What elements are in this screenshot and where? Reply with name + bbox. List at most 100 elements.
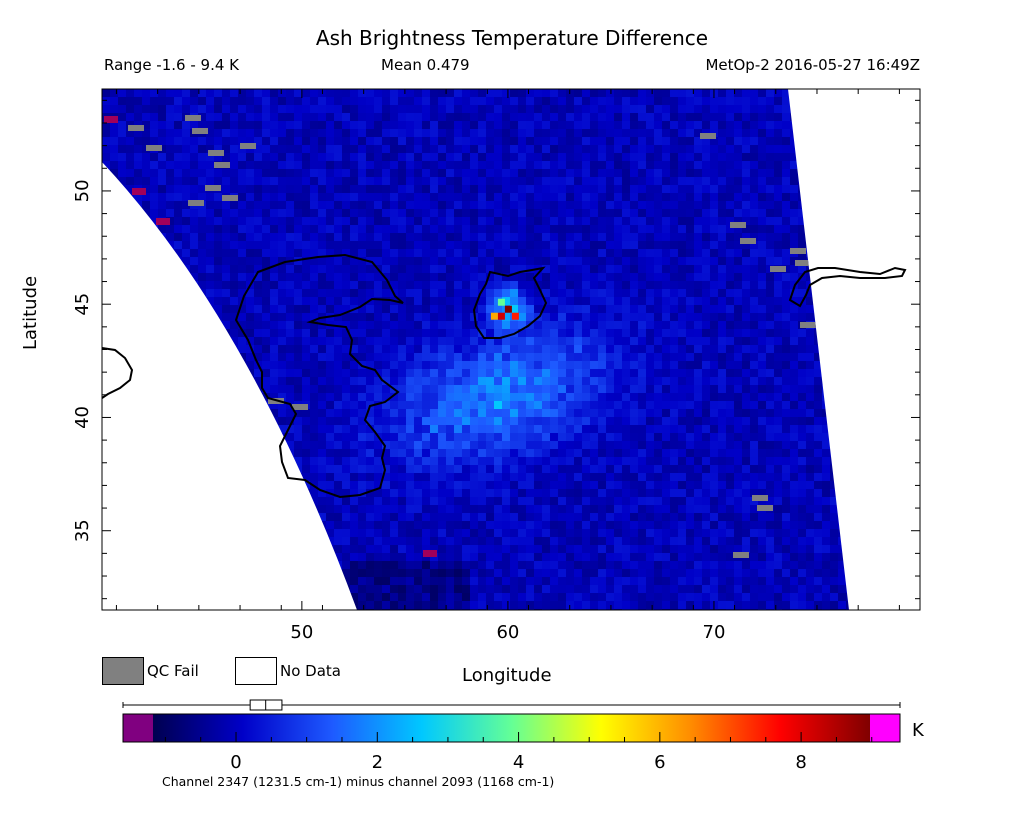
- heat-cell: [302, 201, 310, 209]
- heat-cell: [134, 161, 142, 169]
- heat-cell: [270, 305, 278, 313]
- heat-cell: [334, 105, 342, 113]
- heat-cell: [358, 321, 366, 329]
- heat-cell: [518, 169, 526, 177]
- heat-cell: [846, 385, 849, 393]
- heat-cell: [294, 217, 302, 225]
- heat-cell: [574, 209, 582, 217]
- heat-cell: [342, 177, 350, 185]
- heat-cell: [862, 289, 870, 297]
- heat-cell: [622, 193, 630, 201]
- heat-cell: [422, 425, 430, 433]
- heat-cell: [678, 417, 686, 425]
- heat-cell: [422, 377, 430, 385]
- heat-cell: [878, 193, 886, 201]
- heat-cell: [102, 145, 110, 153]
- heat-cell: [254, 177, 262, 185]
- heat-cell: [518, 145, 526, 153]
- heat-cell: [590, 161, 598, 169]
- heat-cell: [518, 329, 526, 337]
- heat-cell: [342, 457, 350, 465]
- heat-cell: [494, 273, 502, 281]
- heat-cell: [590, 169, 598, 177]
- heat-cell: [702, 145, 710, 153]
- heat-cell: [742, 201, 750, 209]
- heat-cell: [614, 361, 622, 369]
- heat-cell: [678, 313, 686, 321]
- heat-cell: [374, 393, 382, 401]
- heat-cell: [206, 193, 214, 201]
- heat-cell: [614, 169, 622, 177]
- heat-cell: [502, 185, 510, 193]
- heat-cell: [558, 289, 566, 297]
- heat-cell: [422, 217, 430, 225]
- heat-cell: [686, 241, 694, 249]
- heat-cell: [126, 425, 134, 433]
- heat-cell: [806, 137, 814, 145]
- heat-cell: [646, 313, 654, 321]
- heat-cell: [614, 273, 622, 281]
- heat-cell: [302, 233, 310, 241]
- heat-cell: [726, 345, 734, 353]
- heat-cell: [502, 121, 510, 129]
- heat-cell: [406, 129, 414, 137]
- heat-cell: [462, 209, 470, 217]
- heat-cell: [198, 401, 206, 409]
- heat-cell: [870, 297, 878, 305]
- heat-cell: [894, 305, 902, 313]
- heat-cell: [798, 289, 806, 297]
- heat-cell: [558, 121, 566, 129]
- heat-cell: [382, 105, 390, 113]
- heat-cell: [550, 169, 558, 177]
- heat-cell: [670, 169, 678, 177]
- heat-cell: [334, 281, 342, 289]
- heat-cell: [838, 161, 846, 169]
- heat-cell: [638, 393, 646, 401]
- heat-cell: [230, 121, 238, 129]
- heat-cell: [702, 97, 710, 105]
- heat-cell: [414, 169, 422, 177]
- heat-cell: [294, 385, 302, 393]
- heat-cell: [214, 145, 222, 153]
- heat-cell: [254, 457, 262, 465]
- heat-cell: [774, 369, 782, 377]
- heat-cell: [270, 361, 278, 369]
- heat-cell: [478, 249, 486, 257]
- heat-cell: [462, 353, 470, 361]
- heat-cell: [190, 353, 198, 361]
- heat-cell: [878, 361, 886, 369]
- heat-cell: [510, 433, 518, 441]
- heat-cell: [254, 385, 262, 393]
- heat-cell: [574, 153, 582, 161]
- heat-cell: [694, 193, 702, 201]
- heat-cell: [814, 113, 822, 121]
- heat-cell: [638, 465, 646, 473]
- heat-cell: [878, 377, 886, 385]
- heat-cell: [630, 225, 638, 233]
- heat-cell: [510, 401, 518, 409]
- heat-cell: [302, 153, 310, 161]
- heat-cell: [286, 225, 294, 233]
- heat-cell: [342, 433, 350, 441]
- heat-cell: [150, 233, 158, 241]
- heat-cell: [550, 449, 558, 457]
- heat-cell: [334, 225, 342, 233]
- heat-cell: [790, 169, 798, 177]
- heat-cell: [726, 377, 734, 385]
- heat-cell: [430, 305, 438, 313]
- heat-cell: [726, 201, 734, 209]
- heat-cell: [470, 329, 478, 337]
- heat-cell: [302, 305, 310, 313]
- heat-cell: [262, 177, 270, 185]
- heat-cell: [798, 153, 806, 161]
- heat-cell: [310, 465, 318, 473]
- heat-cell: [782, 433, 790, 441]
- heat-cell: [686, 337, 694, 345]
- heat-cell: [438, 345, 446, 353]
- heat-cell: [822, 385, 830, 393]
- heat-cell: [246, 185, 254, 193]
- heat-cell: [190, 425, 198, 433]
- heat-cell: [486, 417, 494, 425]
- heat-cell: [270, 177, 278, 185]
- heat-cell: [422, 161, 430, 169]
